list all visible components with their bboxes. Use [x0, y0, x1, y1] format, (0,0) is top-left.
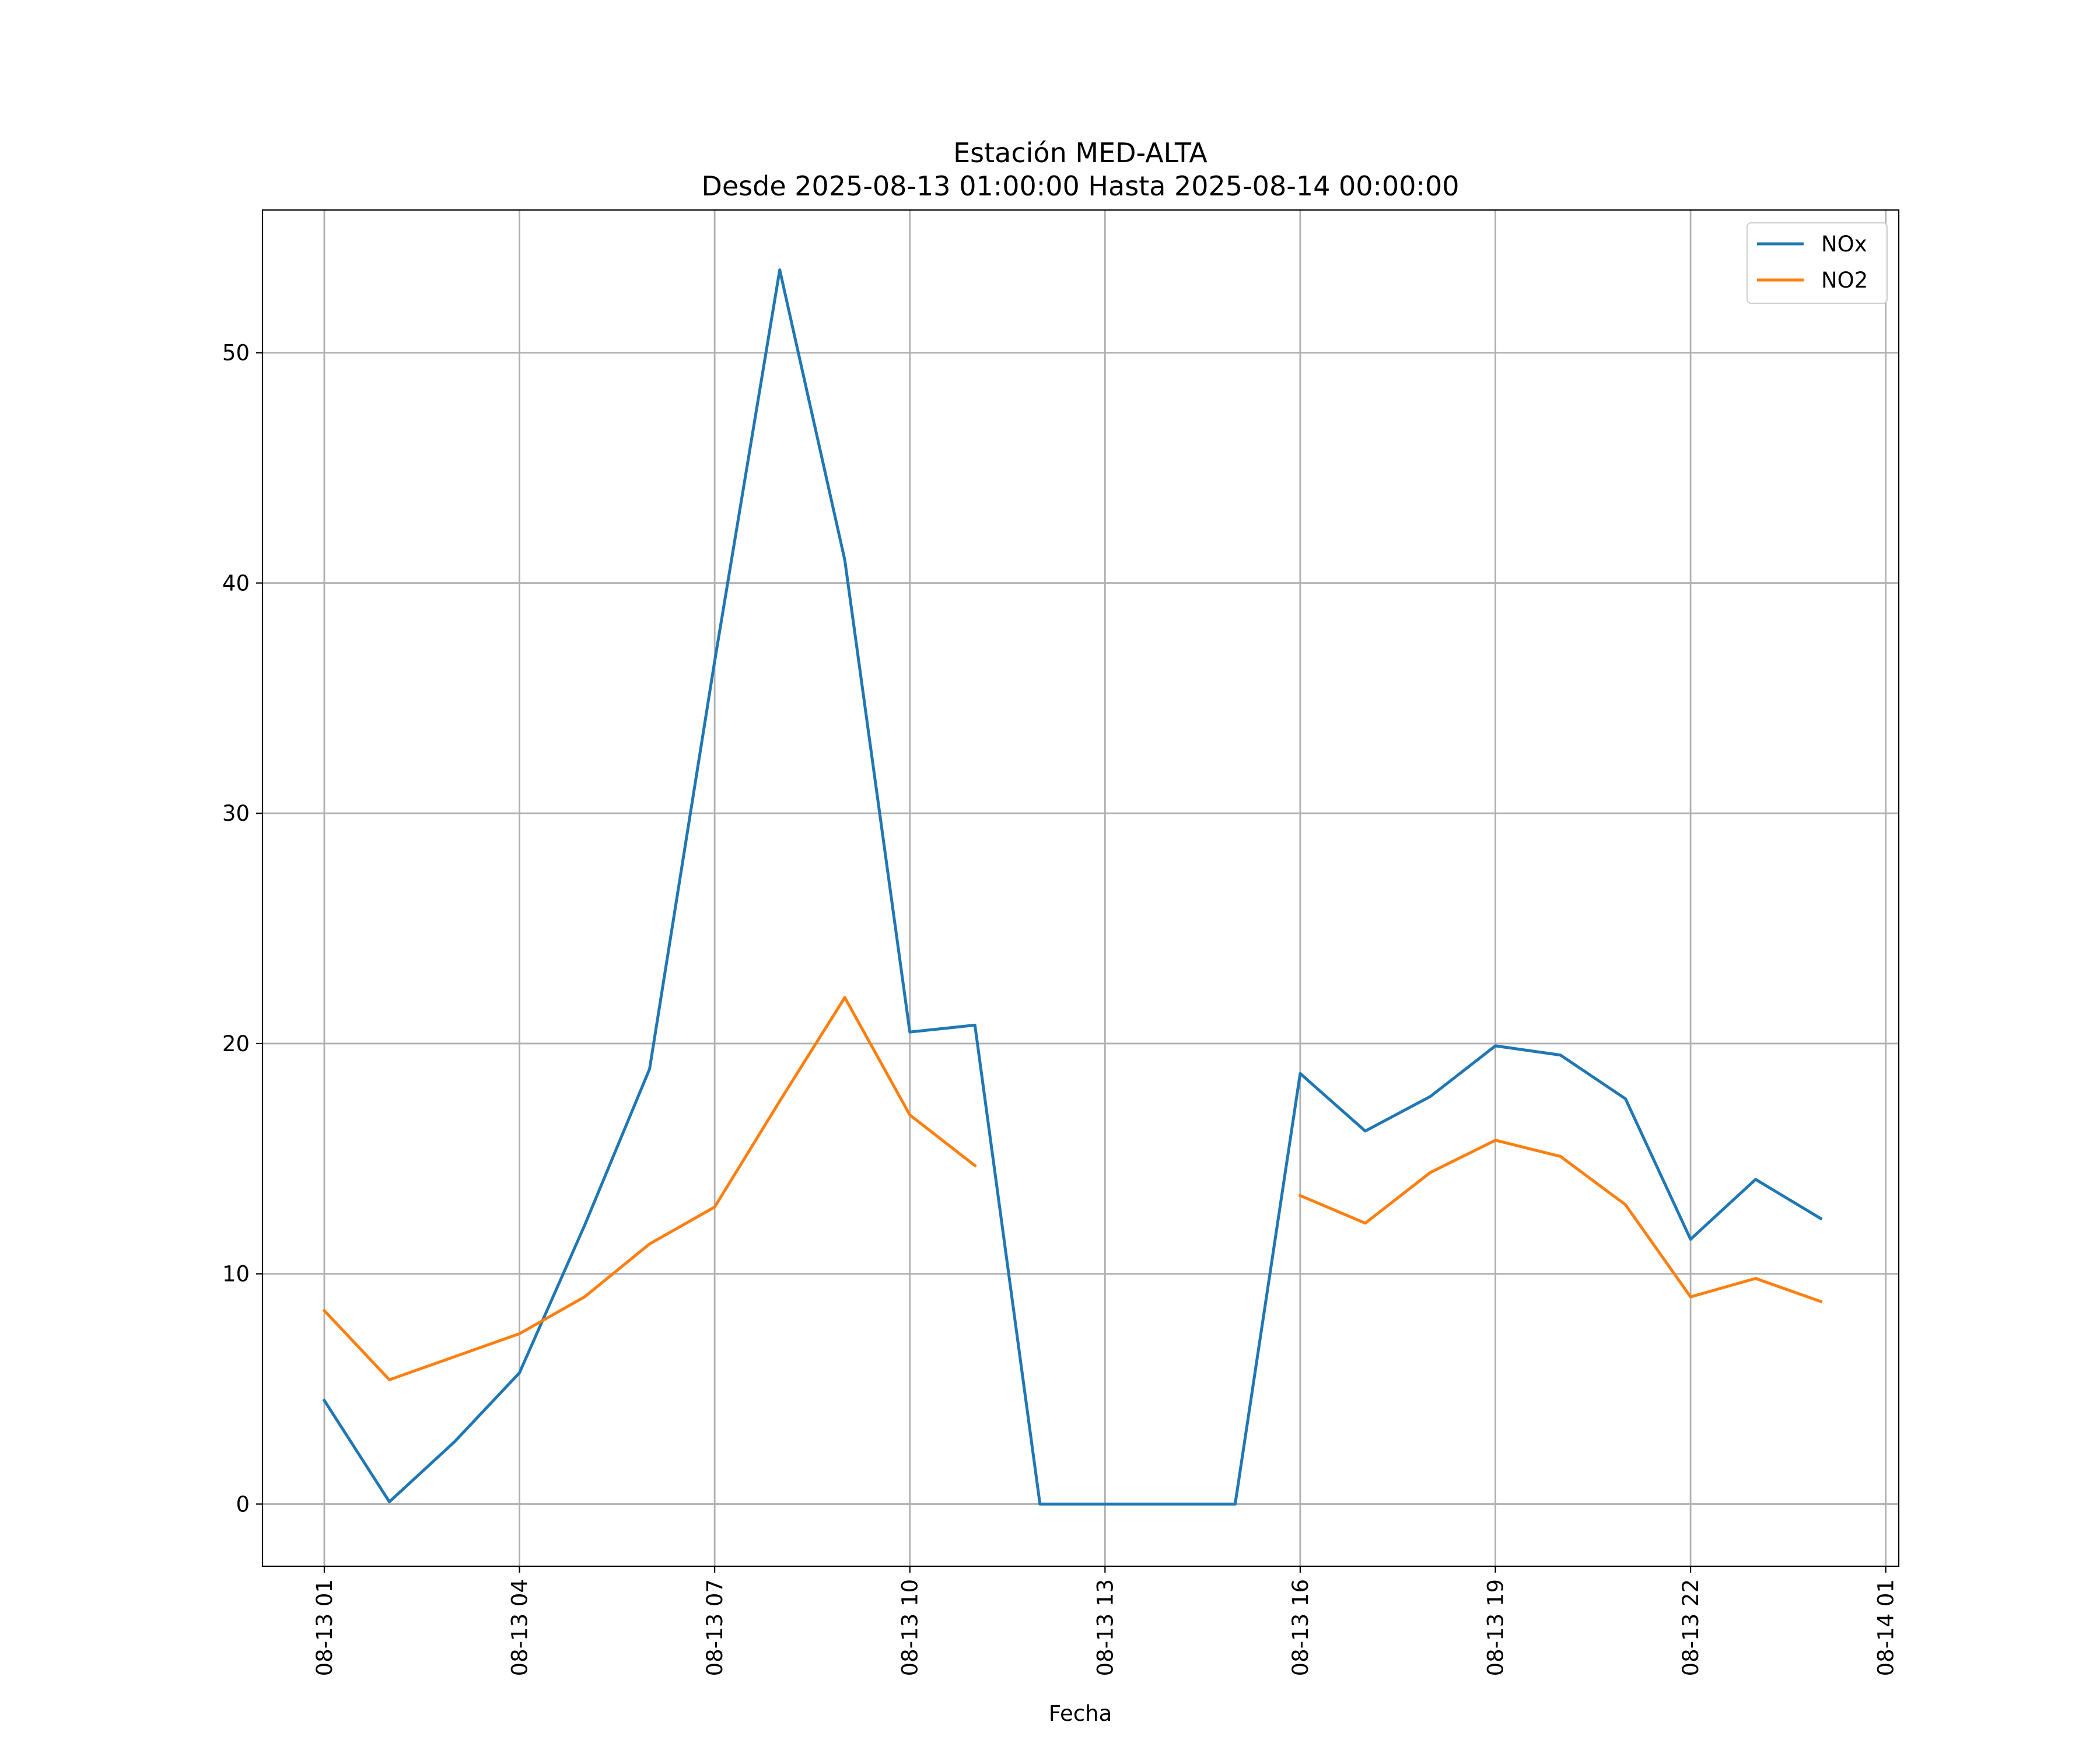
ticks: 0 10 20 30 40 50 08-13 01 08-13 04 08-13 07 08-13…: [222, 341, 1899, 1676]
chart-title: Estación MED-ALTA: [953, 137, 1208, 169]
x-tick-label: 08-13 19: [1483, 1579, 1508, 1676]
x-tick-label: 08-13 13: [1093, 1579, 1118, 1676]
plot-frame: [261, 209, 1900, 1567]
x-tick-label: 08-13 10: [898, 1579, 923, 1676]
x-axis-label: Fecha: [1049, 1701, 1112, 1726]
x-tick-label: 08-13 16: [1288, 1579, 1313, 1676]
series-layer: [322, 268, 1823, 1506]
series-line-no2: [322, 996, 1823, 1381]
x-tick-label: 08-13 04: [508, 1579, 533, 1676]
x-tick-label: 08-13 22: [1678, 1579, 1703, 1676]
y-tick-label: 30: [222, 801, 250, 826]
x-tick-label: 08-13 07: [702, 1579, 727, 1676]
y-tick-label: 10: [222, 1262, 250, 1287]
chart-subtitle: Desde 2025-08-13 01:00:00 Hasta 2025-08-…: [701, 170, 1459, 202]
series-line-nox: [322, 268, 1823, 1506]
grid: [262, 210, 1899, 1566]
x-tick-label: 08-14 01: [1874, 1579, 1899, 1676]
y-tick-label: 40: [222, 570, 250, 596]
legend-label-no2: NO2: [1821, 268, 1868, 293]
legend: NOx NO2: [1746, 222, 1888, 304]
y-tick-label: 20: [222, 1031, 250, 1056]
y-tick-label: 0: [236, 1492, 250, 1517]
x-tick-label: 08-13 01: [312, 1579, 337, 1676]
legend-label-nox: NOx: [1821, 232, 1867, 257]
y-tick-label: 50: [222, 341, 250, 366]
